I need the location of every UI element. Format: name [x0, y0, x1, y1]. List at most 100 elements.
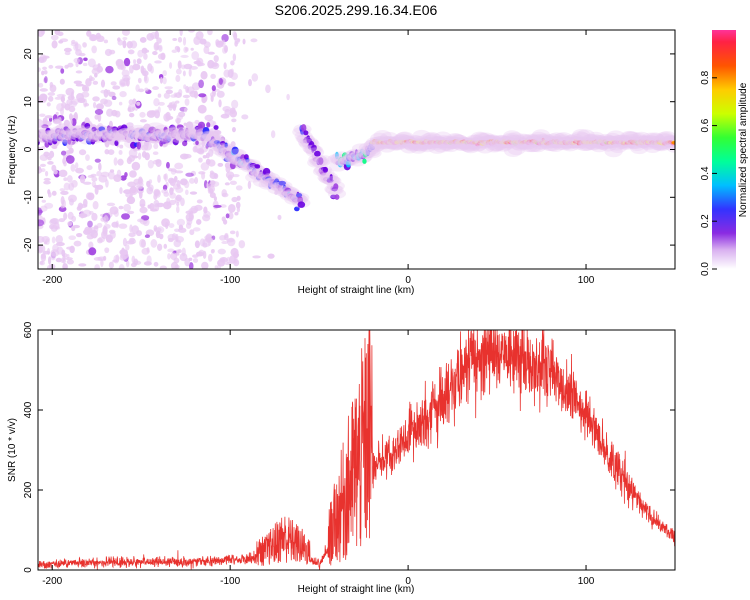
- spectrogram-ridge-halo: [428, 141, 447, 154]
- spectrogram-noise-cell: [41, 145, 46, 150]
- spectrogram-noise-cell: [227, 145, 231, 150]
- spectrogram-noise-cell: [217, 162, 224, 167]
- spectrogram-noise-cell: [118, 223, 128, 229]
- spectrogram-noise-cell: [200, 71, 208, 80]
- spectrogram-noise-cell: [125, 260, 130, 268]
- spectrogram-noise-cell: [51, 190, 57, 196]
- spectrogram-noise-cell: [69, 198, 74, 206]
- spectrogram-noise-cell: [175, 74, 181, 83]
- snr-x-tick-label: -100: [220, 576, 240, 587]
- spectrogram-noise-cell: [176, 205, 180, 214]
- spectrogram-noise-cell: [139, 206, 148, 214]
- spectrogram-noise-cell: [68, 235, 77, 241]
- spectrogram-noise-cell: [185, 47, 189, 52]
- spectrogram-noise-cell: [132, 98, 137, 105]
- spectrogram-noise-cell: [152, 86, 159, 91]
- spectrogram-noise-cell: [40, 163, 46, 167]
- spectrogram-noise-cell: [204, 237, 214, 243]
- spectrogram-noise-cell: [69, 118, 73, 127]
- spectrogram-noise-cell: [186, 217, 193, 226]
- spectrogram-noise-cell: [202, 214, 211, 222]
- spectrogram-ridge-cell: [245, 158, 250, 163]
- spectrogram-noise-cell: [224, 108, 231, 117]
- spectrogram-noise-cell: [119, 78, 126, 88]
- spectrogram-ridge-halo: [620, 130, 639, 143]
- spectrogram-noise-cell: [128, 186, 138, 196]
- spectrogram-noise-cell: [207, 51, 215, 55]
- spectrogram-noise-cell: [100, 79, 106, 88]
- spectrogram-noise-cell: [267, 253, 275, 259]
- spectrogram-noise-cell: [191, 51, 200, 61]
- spectrogram-noise-cell: [122, 237, 128, 247]
- spectrogram-noise-cell: [78, 149, 87, 156]
- spectrogram-noise-cell: [167, 248, 175, 253]
- spectrogram-ridge-cell: [345, 160, 351, 168]
- spectrogram-noise-cell: [69, 245, 75, 254]
- spectrogram-noise-cell: [121, 30, 130, 36]
- colorbar-tick-label: 0.4: [700, 166, 711, 180]
- spectrogram-noise-cell: [40, 253, 46, 259]
- spectrogram-noise-cell: [73, 80, 83, 85]
- spectrogram-ridge-cell: [303, 130, 309, 136]
- spectrogram-noise-cell: [96, 65, 103, 73]
- spectrogram-noise-cell: [137, 152, 142, 160]
- spectrogram-noise-cell: [94, 264, 100, 269]
- spectrogram-noise-cell: [66, 175, 73, 183]
- spectrogram-noise-cell: [235, 185, 243, 191]
- spectrogram-noise-cell: [181, 247, 186, 257]
- spectrogram-noise-cell: [199, 38, 207, 45]
- spectrogram-noise-cell: [168, 168, 173, 172]
- spectrogram-noise-cell: [147, 159, 154, 169]
- snr-x-tick-label: 0: [405, 576, 411, 587]
- spectrogram-noise-cell: [58, 218, 66, 223]
- spectrogram-ridge-cell: [115, 132, 122, 139]
- spectrogram-noise-cell: [185, 189, 189, 196]
- spectrogram-noise-cell: [44, 202, 54, 209]
- spectrogram-noise-cell: [63, 212, 68, 220]
- spectrogram-noise-cell: [189, 229, 195, 236]
- spectrogram-noise-cell: [144, 234, 150, 239]
- spectrogram-noise-cell: [118, 205, 124, 210]
- spectrogram-noise-cell: [38, 56, 45, 63]
- spectrogram-noise-cell: [43, 177, 51, 181]
- spectrogram-noise-cell: [38, 209, 44, 214]
- spectrogram-noise-cell: [83, 57, 88, 62]
- spectrogram-noise-cell: [96, 35, 105, 43]
- spectrogram-noise-cell: [143, 141, 153, 151]
- snr-y-tick-label: 200: [23, 481, 34, 498]
- spectrogram-noise-cell: [82, 62, 88, 67]
- spectrogram-noise-cell: [119, 144, 124, 149]
- spectrogram-noise-cell: [232, 53, 237, 62]
- spectrogram-noise-cell: [169, 188, 175, 192]
- spectrogram-noise-cell: [92, 101, 97, 109]
- spectrogram-noise-cell: [131, 106, 135, 111]
- spectrogram-noise-cell: [78, 52, 86, 57]
- spectrogram-noise-cell: [83, 229, 91, 235]
- spectrogram-ridge-cell: [284, 187, 292, 193]
- spectrogram-noise-cell: [103, 39, 109, 44]
- spectrogram-noise-cell: [43, 151, 50, 157]
- spectrogram-noise-cell: [141, 151, 147, 158]
- spectrogram-ridge-halo: [319, 171, 339, 182]
- spectrogram-noise-cell: [228, 212, 234, 220]
- spectrogram-noise-cell: [117, 158, 124, 166]
- spectrogram-ridge-halo: [323, 175, 342, 186]
- spectrogram-noise-cell: [227, 174, 233, 181]
- spectrogram-noise-cell: [207, 59, 215, 69]
- spectrogram-noise-cell: [163, 243, 168, 249]
- spectrogram-noise-cell: [156, 37, 162, 44]
- spectrogram-noise-cell: [174, 162, 184, 170]
- spectrogram-noise-cell: [83, 181, 92, 185]
- spectrogram-noise-cell: [62, 263, 68, 269]
- spectrogram-noise-cell: [73, 57, 81, 64]
- spectrogram-ridge-cell: [334, 151, 339, 160]
- spectrogram-noise-cell: [196, 199, 203, 204]
- spectrogram-noise-cell: [184, 98, 190, 106]
- spectrogram-noise-cell: [51, 236, 56, 244]
- spectrogram-noise-cell: [73, 240, 82, 247]
- snr-y-tick-label: 600: [23, 321, 34, 338]
- spectrogram-noise-cell: [207, 159, 216, 167]
- spectrogram-noise-cell: [142, 70, 149, 77]
- spectrogram-noise-cell: [133, 178, 141, 185]
- spectrogram-noise-cell: [38, 166, 42, 171]
